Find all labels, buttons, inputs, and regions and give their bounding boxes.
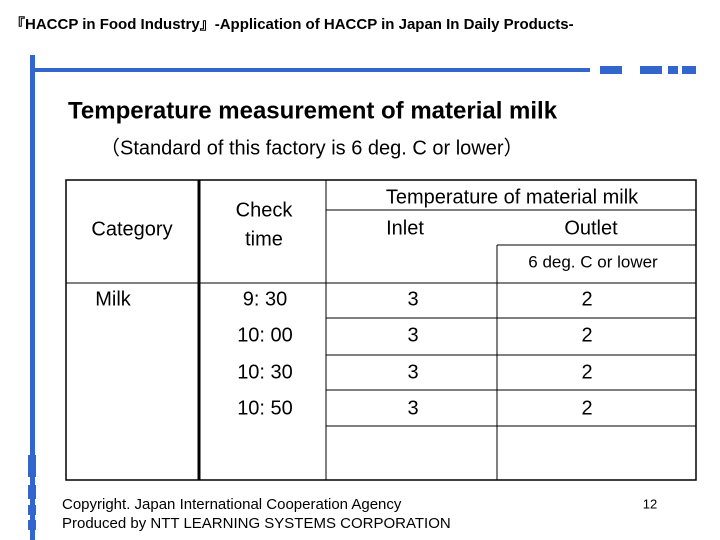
table-cell: 10: 30 xyxy=(237,361,293,383)
header-cell: Category xyxy=(91,218,172,240)
table-cell: 10: 50 xyxy=(237,397,293,419)
category-cell: Milk xyxy=(95,288,132,310)
table-cell: 3 xyxy=(407,397,418,419)
table-cell: 3 xyxy=(407,361,418,383)
table-cell: 9: 30 xyxy=(243,288,287,310)
header-cell: Inlet xyxy=(386,217,424,239)
page-number: 12 xyxy=(643,496,657,511)
header-cell: Check xyxy=(236,199,294,221)
table-cell: 2 xyxy=(581,288,592,310)
header-cell: time xyxy=(245,228,283,250)
header-cell: 6 deg. C or lower xyxy=(528,252,658,271)
table-cell: 3 xyxy=(407,324,418,346)
footer-line: Produced by NTT LEARNING SYSTEMS CORPORA… xyxy=(62,515,451,532)
decoration xyxy=(28,55,696,540)
table-cell: 2 xyxy=(581,397,592,419)
table-cell: 2 xyxy=(581,324,592,346)
table-body: 9: 30 3 2 10: 00 3 2 10: 30 3 2 10: 50 3 2 xyxy=(237,288,592,419)
slide-subtitle: （Standard of this factory is 6 deg. C or… xyxy=(100,136,524,159)
slide-title: Temperature measurement of material milk xyxy=(68,97,558,124)
footer-line: Copyright. Japan International Cooperati… xyxy=(62,496,402,513)
table-cell: 3 xyxy=(407,288,418,310)
table-grid xyxy=(65,179,697,481)
table-cell: 2 xyxy=(581,361,592,383)
table-cell: 10: 00 xyxy=(237,324,293,346)
header-title: 『HACCP in Food Industry』-Application of … xyxy=(10,15,574,33)
header-cell: Temperature of material milk xyxy=(386,186,639,208)
header-cell: Outlet xyxy=(564,217,618,239)
